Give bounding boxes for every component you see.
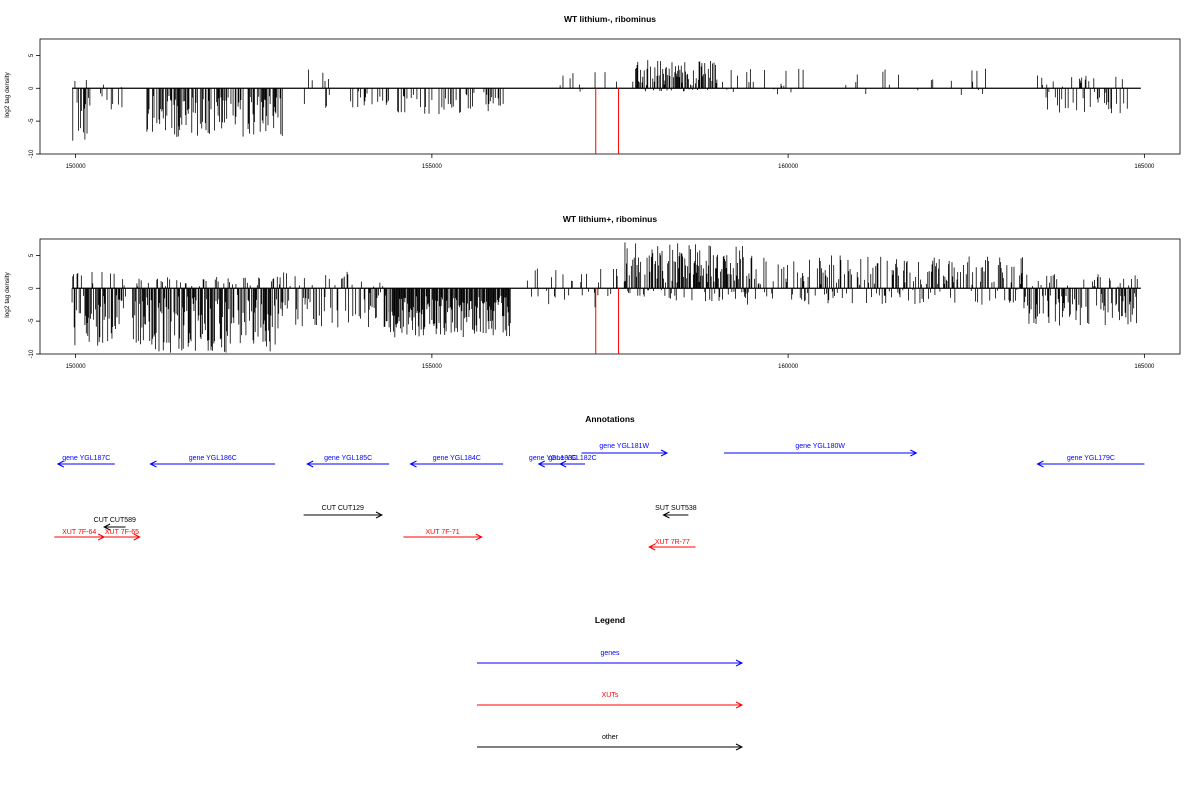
y-tick-label: 5: [29, 53, 35, 57]
plot-frame: [39, 238, 1181, 355]
panel-lithium-plus: WT lithium+, ribominus log2 tag density …: [4, 214, 1181, 370]
feature-label: gene YGL181W: [599, 443, 649, 450]
feature-label: SUT SUT538: [655, 505, 697, 512]
y-tick-label: -10: [29, 349, 35, 358]
legend-label: XUTs: [602, 692, 619, 699]
panel-lithium-minus: WT lithium-, ribominus log2 tag density …: [4, 14, 1181, 170]
y-axis-label: log2 tag density: [4, 71, 11, 117]
x-tick-label: 155000: [422, 164, 443, 170]
arrow-head: [910, 449, 918, 457]
arrow-head: [375, 511, 384, 519]
feature-label: gene YGL179C: [1067, 455, 1115, 462]
arrow-head: [559, 460, 567, 468]
arrow-head: [306, 460, 314, 468]
y-tick-label: -5: [29, 318, 35, 324]
y-tick-label: -10: [29, 149, 35, 158]
arrow-head: [1036, 460, 1044, 468]
arrow-head: [103, 523, 111, 531]
annotations-title: Annotations: [585, 414, 635, 424]
legend-arrow-head: [735, 659, 744, 667]
feature-label: XUT 7R-77: [655, 539, 690, 546]
x-tick-label: 165000: [1134, 364, 1155, 370]
legend-items: genes XUTs other: [477, 650, 744, 751]
feature-label: XUT 7F-65: [105, 529, 139, 536]
arrow-head: [56, 460, 65, 468]
plot-frame: [39, 38, 1181, 155]
feature-label: gene YGL182C: [549, 455, 597, 462]
axes: 150000 155000 160000 165000 -10 -5 0 5: [29, 53, 1155, 170]
arrow-head: [537, 460, 545, 468]
legend-arrow-head: [735, 701, 744, 709]
panel-title: WT lithium-, ribominus: [564, 14, 656, 24]
bar-group: [72, 60, 1141, 154]
feature-label: CUT CUT589: [94, 517, 136, 524]
x-tick-label: 165000: [1134, 164, 1155, 170]
arrow-head: [662, 511, 670, 519]
feature-label: gene YGL187C: [62, 455, 110, 462]
legend-title: Legend: [595, 615, 625, 625]
arrow-head: [660, 449, 669, 457]
x-tick-label: 160000: [778, 164, 799, 170]
arrow-head: [149, 460, 157, 468]
axes: 150000 155000 160000 165000 -10 -5 0 5: [29, 253, 1155, 370]
feature-label: XUT 7F-64: [62, 529, 96, 536]
legend-label: genes: [600, 650, 620, 657]
legend-label: other: [602, 734, 619, 741]
annotations-panel: Annotations gene YGL187C gene YGL186C gene…: [54, 414, 1145, 551]
feature-label: CUT CUT129: [322, 505, 364, 512]
feature-label: gene YGL184C: [433, 455, 481, 462]
y-tick-label: 5: [29, 253, 35, 257]
feature-label: XUT 7F-71: [426, 529, 460, 536]
x-tick-label: 150000: [66, 364, 87, 370]
y-tick-label: 0: [29, 286, 35, 290]
y-tick-label: 0: [29, 86, 35, 90]
x-tick-label: 155000: [422, 364, 443, 370]
arrow-head: [133, 533, 141, 541]
y-axis-label: log2 tag density: [4, 271, 11, 317]
arrow-head: [648, 543, 656, 551]
feature-label: gene YGL183C: [529, 455, 577, 462]
bar-group: [71, 242, 1141, 354]
panel-title: WT lithium+, ribominus: [563, 214, 657, 224]
feature-label: gene YGL180W: [795, 443, 845, 450]
y-tick-label: -5: [29, 118, 35, 124]
x-tick-label: 150000: [66, 164, 87, 170]
arrow-head: [475, 533, 483, 541]
legend: Legend genes XUTs other: [477, 615, 744, 751]
arrow-head: [409, 460, 417, 468]
legend-arrow-head: [735, 743, 744, 751]
annotation-features: gene YGL187C gene YGL186C gene YGL185C gene…: [54, 443, 1145, 551]
feature-label: gene YGL186C: [189, 455, 237, 462]
x-tick-label: 160000: [778, 364, 799, 370]
feature-label: gene YGL185C: [324, 455, 372, 462]
